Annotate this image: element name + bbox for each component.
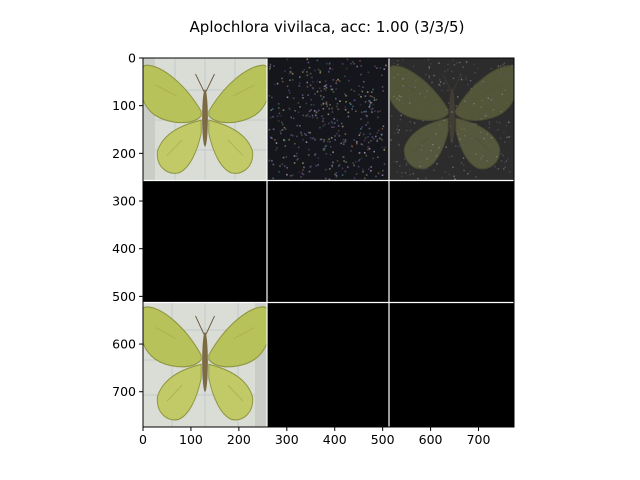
chart-title: Aplochlora vivilaca, acc: 1.00 (3/3/5) <box>190 18 465 36</box>
x-tick-label: 100 <box>179 432 203 447</box>
y-tick-label: 100 <box>112 98 136 113</box>
y-tick-label: 0 <box>128 51 136 66</box>
tile-dim-overlay <box>386 58 518 181</box>
x-tick-label: 300 <box>275 432 299 447</box>
y-tick-label: 200 <box>112 146 136 161</box>
x-tick-label: 0 <box>139 432 147 447</box>
x-tick-label: 400 <box>323 432 347 447</box>
x-tick-label: 700 <box>467 432 491 447</box>
y-tick-label: 700 <box>112 384 136 399</box>
x-tick-label: 200 <box>227 432 251 447</box>
y-tick-label: 600 <box>112 337 136 352</box>
tile-butterfly-photo-bottom <box>139 303 271 427</box>
x-axis: 0 100 200 300 400 500 600 700 <box>139 427 490 447</box>
y-tick-label: 300 <box>112 194 136 209</box>
tile-noise-attribution <box>268 58 388 181</box>
tile-butterfly-photo-top <box>139 58 271 181</box>
x-tick-label: 500 <box>371 432 395 447</box>
y-tick-label: 400 <box>112 241 136 256</box>
x-tick-label: 600 <box>419 432 443 447</box>
y-tick-label: 500 <box>112 289 136 304</box>
y-axis: 0 100 200 300 400 500 600 700 <box>112 51 143 400</box>
